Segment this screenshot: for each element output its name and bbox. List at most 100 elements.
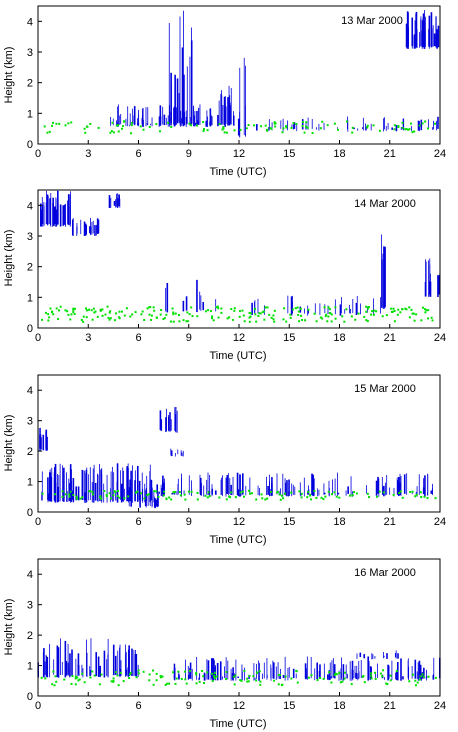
boundary-layer-point <box>128 673 131 676</box>
boundary-layer-point <box>354 318 357 321</box>
x-axis-label: Time (UTC) <box>209 166 266 178</box>
boundary-layer-point <box>202 675 205 678</box>
y-tick-label: 4 <box>27 569 33 581</box>
boundary-layer-point <box>372 124 375 127</box>
y-axis-label: Height (km) <box>3 415 15 472</box>
boundary-layer-point <box>363 315 366 318</box>
boundary-layer-point <box>328 308 331 311</box>
boundary-layer-point <box>381 315 384 318</box>
boundary-layer-point <box>134 311 137 314</box>
boundary-layer-point <box>260 125 263 128</box>
panel-date-label: 14 Mar 2000 <box>354 198 416 210</box>
panel-date-label: 16 Mar 2000 <box>354 567 416 579</box>
x-tick-label: 9 <box>186 516 192 528</box>
boundary-layer-point <box>203 682 206 685</box>
boundary-layer-point <box>90 309 93 312</box>
boundary-layer-point <box>204 494 207 497</box>
boundary-layer-point <box>319 316 322 319</box>
boundary-layer-point <box>411 673 414 676</box>
boundary-layer-point <box>399 311 402 314</box>
boundary-layer-point <box>391 310 394 313</box>
boundary-layer-point <box>178 491 181 494</box>
boundary-layer-point <box>155 490 158 493</box>
boundary-layer-point <box>117 130 120 133</box>
boundary-layer-point <box>142 128 145 131</box>
boundary-layer-point <box>84 131 87 134</box>
boundary-layer-point <box>172 320 175 323</box>
y-tick-label: 4 <box>27 385 33 397</box>
boundary-layer-point <box>112 677 115 680</box>
boundary-layer-point <box>148 126 151 129</box>
boundary-layer-point <box>407 128 410 131</box>
boundary-layer-point <box>125 307 128 310</box>
boundary-layer-point <box>180 677 183 680</box>
boundary-layer-point <box>140 313 143 316</box>
boundary-layer-point <box>166 682 169 685</box>
boundary-layer-point <box>220 311 223 314</box>
boundary-layer-point <box>277 673 280 676</box>
y-tick-label: 4 <box>27 200 33 212</box>
boundary-layer-point <box>188 669 191 672</box>
x-tick-label: 18 <box>333 148 345 160</box>
boundary-layer-point <box>426 497 429 500</box>
boundary-layer-point <box>258 670 261 673</box>
boundary-layer-point <box>141 310 144 313</box>
boundary-layer-point <box>259 683 262 686</box>
boundary-layer-point <box>98 683 101 686</box>
boundary-layer-point <box>268 313 271 316</box>
cloud-event <box>38 427 48 452</box>
boundary-layer-point <box>129 671 132 674</box>
boundary-layer-point <box>372 313 375 316</box>
boundary-layer-point <box>239 679 242 682</box>
boundary-layer-point <box>91 318 94 321</box>
boundary-layer-point <box>202 128 205 131</box>
boundary-layer-point <box>401 496 404 499</box>
boundary-layer-point <box>430 316 433 319</box>
boundary-layer-point <box>57 318 60 321</box>
boundary-layer-point <box>307 490 310 493</box>
x-tick-label: 21 <box>384 148 396 160</box>
cloud-event <box>165 279 217 313</box>
boundary-layer-point <box>285 320 288 323</box>
boundary-layer-point <box>204 310 207 313</box>
boundary-layer-point <box>274 125 277 128</box>
boundary-layer-point <box>213 676 216 679</box>
boundary-layer-point <box>70 121 73 124</box>
boundary-layer-point <box>424 120 427 123</box>
x-tick-label: 3 <box>85 516 91 528</box>
boundary-layer-point <box>108 492 111 495</box>
boundary-layer-point <box>374 677 377 680</box>
boundary-layer-point <box>363 681 366 684</box>
boundary-layer-point <box>214 677 217 680</box>
boundary-layer-point <box>69 490 72 493</box>
boundary-layer-point <box>186 311 189 314</box>
boundary-layer-point <box>233 129 236 132</box>
x-tick-label: 0 <box>35 516 41 528</box>
boundary-layer-point <box>230 308 233 311</box>
boundary-layer-point <box>408 316 411 319</box>
boundary-layer-point <box>285 126 288 129</box>
boundary-layer-point <box>143 318 146 321</box>
boundary-layer-point <box>55 307 58 310</box>
boundary-layer-point <box>55 122 58 125</box>
boundary-layer-point <box>418 124 421 127</box>
x-tick-label: 15 <box>283 700 295 712</box>
boundary-layer-point <box>264 124 267 127</box>
boundary-layer-point <box>41 492 44 495</box>
boundary-layer-point <box>260 493 263 496</box>
boundary-layer-point <box>381 675 384 678</box>
y-tick-label: 1 <box>27 661 33 673</box>
boundary-layer-point <box>366 307 369 310</box>
boundary-layer-point <box>46 131 49 134</box>
boundary-layer-point <box>172 671 175 674</box>
boundary-layer-point <box>334 672 337 675</box>
boundary-layer-point <box>41 318 44 321</box>
boundary-layer-point <box>245 127 248 130</box>
boundary-layer-point <box>105 495 108 498</box>
x-axis-label: Time (UTC) <box>209 534 266 546</box>
boundary-layer-point <box>404 128 407 131</box>
boundary-layer-point <box>253 307 256 310</box>
boundary-layer-point <box>115 312 118 315</box>
boundary-layer-point <box>247 124 250 127</box>
boundary-layer-point <box>67 313 70 316</box>
